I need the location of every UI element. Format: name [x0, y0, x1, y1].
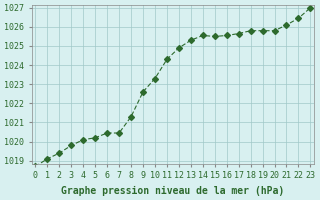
- X-axis label: Graphe pression niveau de la mer (hPa): Graphe pression niveau de la mer (hPa): [61, 186, 284, 196]
